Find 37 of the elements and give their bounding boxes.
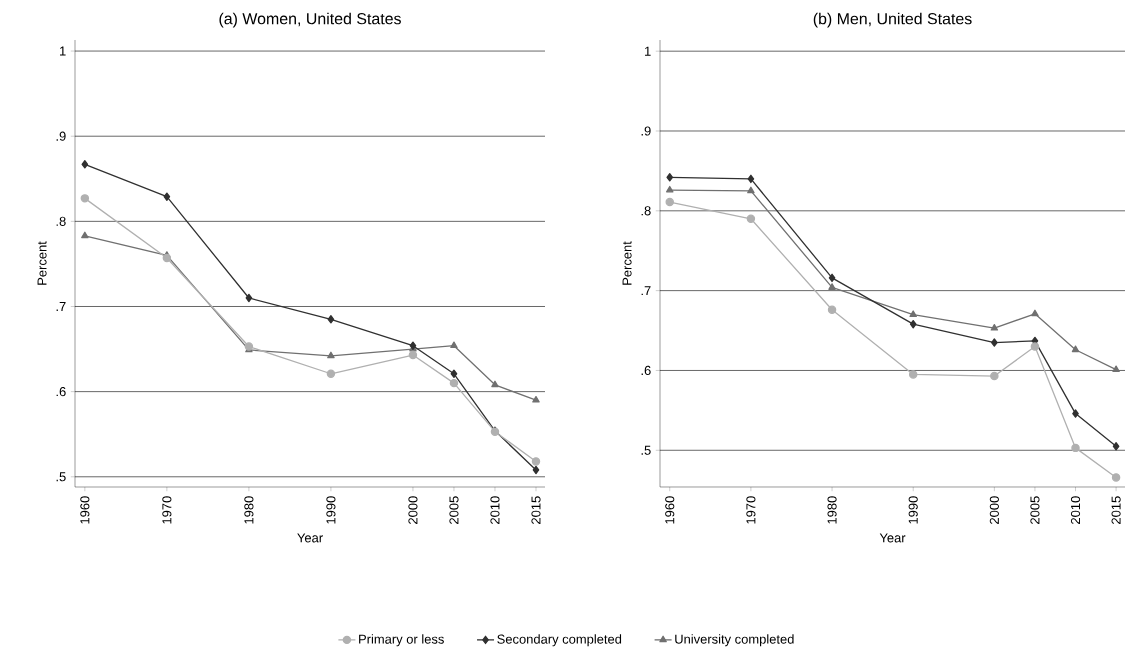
- x-axis-title: Year: [879, 533, 906, 543]
- x-tick-label: 2000: [408, 496, 418, 524]
- y-tick-label: .8: [641, 206, 651, 216]
- y-tick-label: .7: [56, 302, 66, 311]
- y-tick-label: .6: [56, 387, 66, 397]
- y-tick-label: 1: [60, 46, 66, 56]
- x-tick-label: 2010: [490, 496, 500, 524]
- y-tick-label: .8: [56, 216, 66, 226]
- y-tick-label: .9: [641, 126, 651, 136]
- y-tick-label: .9: [56, 131, 66, 141]
- legend-label: Primary or less: [359, 634, 444, 647]
- x-tick-label: 1960: [665, 496, 675, 524]
- y-axis-title: Percent: [37, 241, 47, 285]
- y-axis-title: Percent: [622, 241, 632, 285]
- x-tick-label: 2015: [1111, 496, 1121, 524]
- y-tick-label: .7: [641, 286, 651, 296]
- x-tick-label: 2005: [449, 496, 459, 524]
- x-tick-label: 1970: [162, 496, 172, 524]
- y-tick-label: .5: [56, 472, 66, 482]
- y-tick-label: 1: [645, 46, 651, 56]
- x-tick-label: 2005: [1030, 496, 1040, 524]
- y-tick-label: .5: [641, 445, 651, 455]
- x-tick-label: 1960: [80, 496, 90, 524]
- chart-title: (a) Women, United States: [219, 12, 401, 28]
- y-tick-label: .6: [641, 365, 651, 376]
- x-axis-title: Year: [297, 533, 323, 543]
- legend-label: University completed: [675, 634, 794, 647]
- chart-title: (b) Men, United States: [813, 12, 972, 28]
- x-tick-label: 1990: [908, 496, 918, 524]
- x-tick-label: 2015: [531, 496, 541, 524]
- x-tick-label: 2010: [1070, 496, 1081, 524]
- x-tick-label: 2000: [989, 496, 999, 524]
- x-tick-label: 1980: [827, 496, 837, 524]
- legend-label: Secondary completed: [497, 634, 622, 647]
- x-tick-label: 1970: [746, 496, 756, 524]
- x-tick-label: 1990: [326, 496, 336, 524]
- x-tick-label: 1980: [244, 496, 254, 524]
